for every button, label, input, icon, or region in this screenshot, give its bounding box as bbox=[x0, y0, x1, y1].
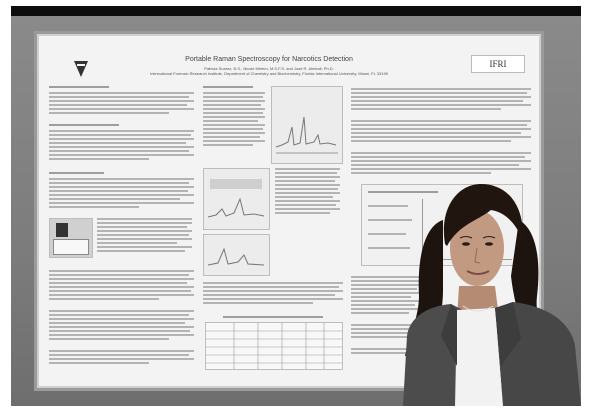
university-logo-icon bbox=[74, 61, 88, 77]
raman-device-photo bbox=[49, 218, 93, 258]
results-table-grid bbox=[206, 323, 342, 369]
poster-column-1 bbox=[49, 84, 194, 379]
spectrum-figure-3 bbox=[203, 234, 270, 276]
photo-frame: Portable Raman Spectroscopy for Narcotic… bbox=[11, 6, 581, 406]
spectrum-plot-1 bbox=[275, 116, 338, 154]
spectrum-figure-1 bbox=[271, 86, 343, 164]
poster-affiliation: International Forensic Research Institut… bbox=[119, 71, 419, 76]
poster-affiliation-text: International Forensic Research Institut… bbox=[150, 71, 388, 76]
ifri-logo-text: IFRI bbox=[489, 59, 507, 69]
ifri-logo: IFRI bbox=[471, 55, 525, 73]
results-table bbox=[205, 322, 343, 370]
spectrum-figure-2 bbox=[203, 168, 270, 230]
presenter-person bbox=[403, 184, 581, 406]
poster-authors: Patricia Suarez, B.S., Nicole Melero, M.… bbox=[119, 66, 419, 71]
spectrum-plot-2 bbox=[207, 179, 265, 218]
poster-authors-text: Patricia Suarez, B.S., Nicole Melero, M.… bbox=[204, 66, 334, 71]
poster-column-2 bbox=[203, 84, 343, 379]
spectrum-plot-3 bbox=[207, 247, 265, 266]
poster-title: Portable Raman Spectroscopy for Narcotic… bbox=[185, 56, 353, 63]
